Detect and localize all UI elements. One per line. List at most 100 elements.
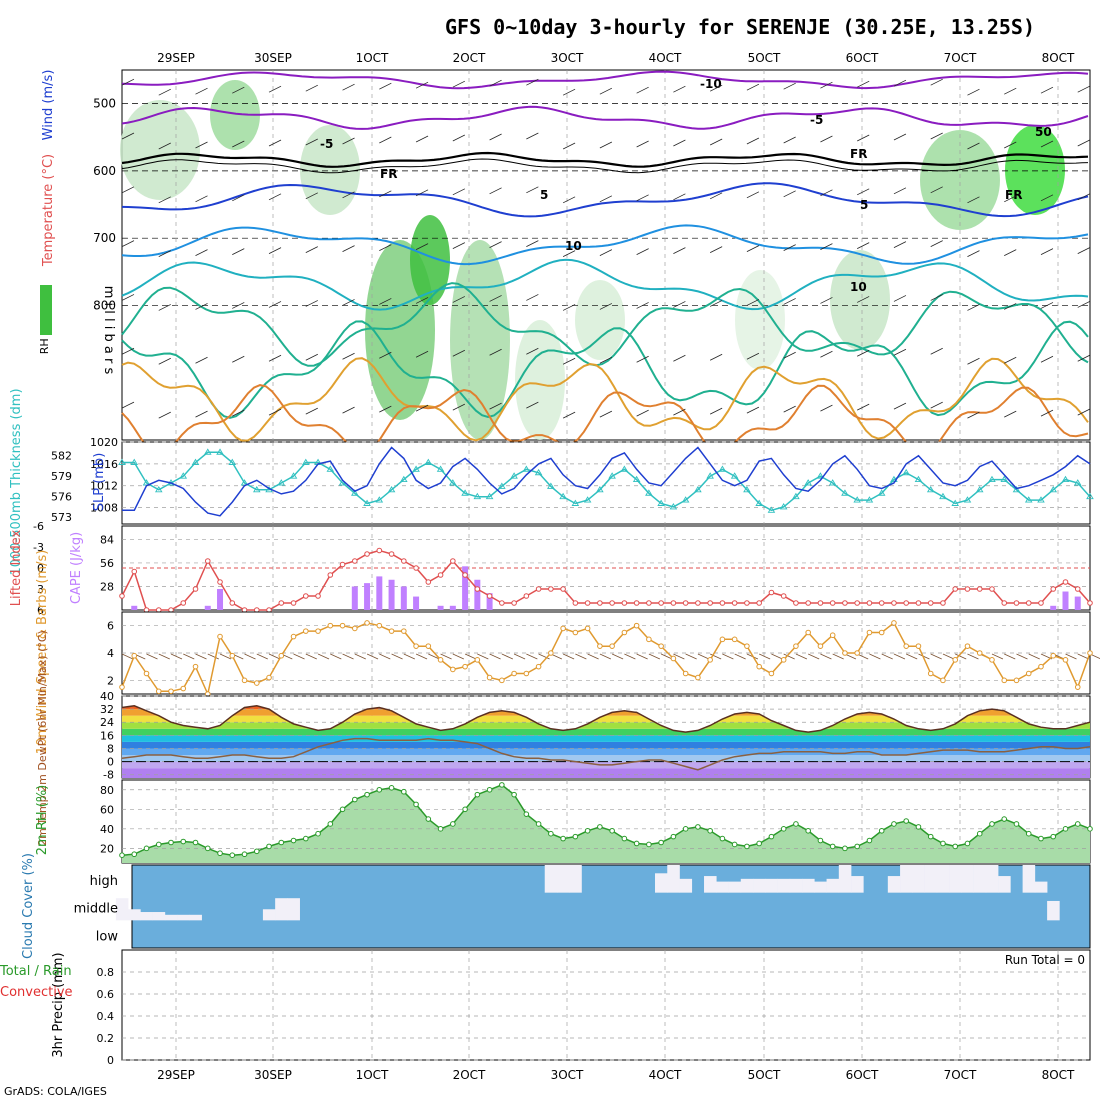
wind-speed-line-point [866,629,873,636]
cloud-middle-bar [287,898,300,921]
contour-label: 10 [565,239,582,253]
wind-speed-line-point [903,643,910,649]
surface-wind-barb [538,653,550,660]
wind-barb [526,78,539,86]
thickness-line-point [1086,492,1094,500]
lifted-index-line-point [584,600,591,606]
isotherm-20 [121,282,1089,367]
bottom-date-label: 1OCT [356,1068,389,1082]
surface-wind-barb [758,653,771,660]
rh-line-point [388,785,395,791]
precip-tick: 0.6 [97,988,115,1001]
contour-label: FR [850,147,867,161]
thickness-line-point [914,475,923,483]
wind-barb [746,245,760,252]
wind-barb [746,406,760,414]
wind-barb [158,411,171,419]
surface-wind-barb [464,653,477,660]
cloud-high-bar [802,878,815,893]
wind-barb [783,82,796,90]
thickness-line-point [804,479,812,486]
thickness-line-point [975,485,984,493]
cloud-high-bar [728,881,742,893]
cape-bar [486,593,493,610]
contour-label: 5 [860,198,868,212]
surface-wind-barb [795,653,808,660]
wind-barb [232,355,245,363]
thickness-line-point [191,458,200,465]
rh-line-point [339,806,346,813]
bottom-date-label: 7OCT [944,1068,977,1082]
cloud-high-bar [900,865,913,893]
wind-speed-line-point [450,666,456,673]
thickness-line-point [730,472,739,479]
wind-speed-line-point [1062,657,1069,663]
wind-barb [379,244,392,251]
wind-barb [673,193,686,201]
wind-barb [893,79,907,87]
wind-barb [158,88,171,96]
wind-speed-line-point [1050,652,1057,659]
wind-barb [232,248,245,255]
thickness-line-point [228,458,237,465]
wind-barb [195,410,208,418]
lifted-index-line-point [535,586,542,592]
wind-barb [1077,193,1090,201]
rh-shade-11 [830,250,890,350]
wind-barb [893,187,907,195]
thickness-line-point [154,485,163,493]
surface-wind-barb [869,653,881,660]
rh-line-point [364,791,370,798]
surface-wind-barb [170,653,183,660]
wind-barb [1004,356,1017,364]
lifted-index-line-point [523,593,530,599]
cloud-high-bar [556,865,570,893]
thickness-line-point [203,448,212,455]
wind-speed-line-point [1074,684,1081,690]
bottom-date-label: 3OCT [551,1068,584,1082]
lifted-index-line-point [891,600,897,606]
precip-tick: 0.4 [97,1010,115,1023]
rh-line-point [168,839,174,846]
rh-ylabel: 2m RH (%) [35,785,50,856]
wind-barb [489,133,502,141]
rh-line-point [266,843,272,850]
surface-wind-barb [611,653,624,660]
wind-speed-line-point [780,657,787,663]
lifted-index-line-point [462,572,468,578]
lifted-index-line-point [927,600,934,606]
lifted-index-line-point [633,600,640,606]
rh-line-point [1025,830,1032,837]
wind-barb [599,356,613,364]
lifted-index-line-point [976,586,983,592]
cloud-row-label: low [96,929,119,944]
temp-tick: 24 [100,716,114,729]
wind-speed-line-point [302,628,309,634]
wind-speed-line-point [621,629,628,636]
wind-barb [783,244,796,251]
precip-tick: 0.2 [97,1032,115,1045]
lifted-index-line-point [1062,579,1069,585]
cloud-high-bar [973,865,987,893]
lifted-index-line-point [964,586,971,592]
wind-barb [452,242,466,249]
wind-barb [268,301,282,308]
cloud-middle-bar [115,898,129,921]
wind-barb [967,250,980,257]
rh-line-point [229,852,236,858]
wind-speed-line-point [462,663,468,670]
thickness-line-point [694,485,702,493]
wind-speed-line-point [352,625,358,632]
wind-barb [379,405,392,413]
thickness-line-point [436,465,445,472]
cloud-high-bar [704,876,717,893]
lifted-index-line-point [572,600,579,606]
wind-barb [599,141,613,149]
surface-wind-barb [293,653,305,660]
temp-tick: 8 [107,742,114,755]
rh-line-point [302,835,309,842]
surface-wind-barb [722,653,734,660]
rh-line-point [854,843,860,850]
wind-barb [709,138,723,146]
